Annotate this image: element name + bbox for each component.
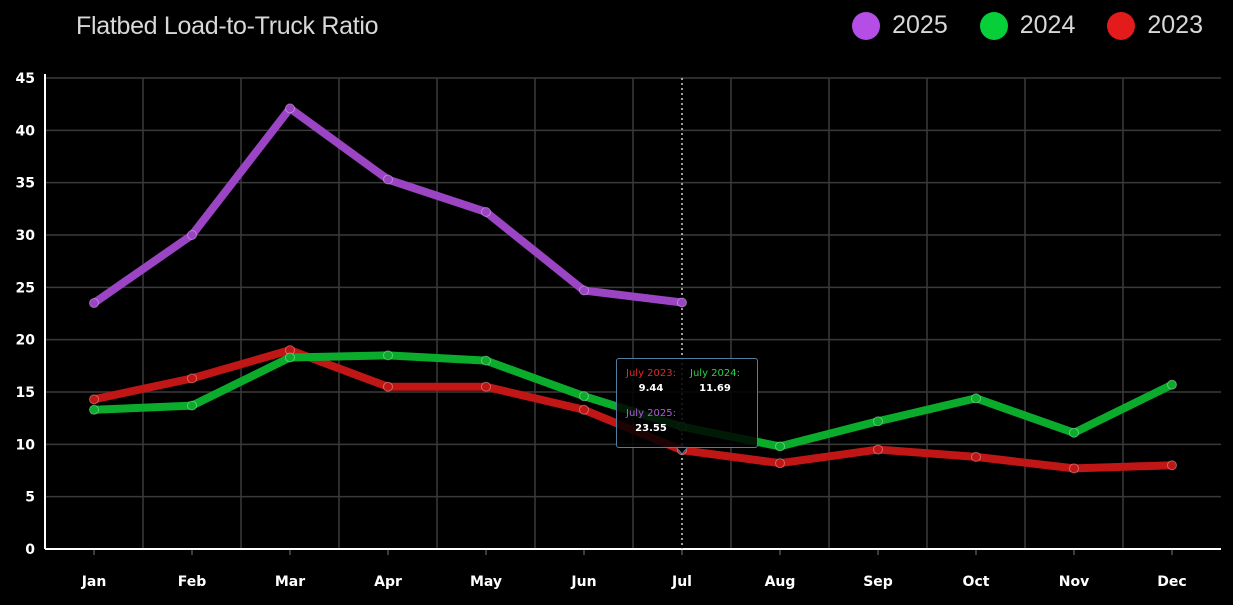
x-tick-label-apr: Apr (374, 574, 402, 590)
legend-label-2024: 2024 (1019, 11, 1076, 39)
tooltip-label-2023: July 2023: (626, 368, 676, 379)
data-point-2025-mar[interactable] (285, 103, 295, 114)
legend: 2025 2024 2023 (852, 11, 1203, 40)
x-tick-label-sep: Sep (863, 574, 893, 590)
data-point-2025-jul[interactable] (677, 297, 687, 308)
x-tick-label-feb: Feb (178, 574, 207, 590)
legend-marker-2025 (852, 11, 881, 40)
data-point-2023-sep[interactable] (873, 444, 883, 455)
tooltip: July 2023: 9.44 July 2024: 11.69 July 20… (616, 358, 758, 448)
data-point-2025-jan[interactable] (89, 298, 99, 309)
data-point-2024-dec[interactable] (1167, 379, 1177, 390)
x-tick-label-oct: Oct (963, 574, 990, 590)
tooltip-value-2024: 11.69 (699, 383, 731, 394)
data-point-2024-jan[interactable] (89, 404, 99, 415)
tooltip-entry-2023: July 2023: 9.44 (620, 368, 682, 394)
data-point-2023-may[interactable] (481, 381, 491, 392)
y-tick-label-25: 25 (16, 280, 35, 296)
tooltip-label-2024: July 2024: (690, 368, 740, 379)
data-point-2024-apr[interactable] (383, 350, 393, 361)
data-point-2023-jan[interactable] (89, 394, 99, 405)
y-tick-label-30: 30 (16, 228, 36, 244)
data-point-2023-dec[interactable] (1167, 460, 1177, 471)
y-tick-label-10: 10 (16, 437, 36, 453)
data-point-2024-sep[interactable] (873, 416, 883, 427)
x-tick-label-jun: Jun (570, 574, 596, 590)
legend-item-2025[interactable]: 2025 (852, 11, 948, 40)
legend-marker-2024 (979, 11, 1008, 40)
x-tick-label-aug: Aug (765, 574, 796, 590)
x-tick-label-dec: Dec (1157, 574, 1186, 590)
x-tick-label-jul: Jul (671, 574, 692, 590)
tooltip-entry-2025: July 2025: 23.55 (620, 408, 682, 434)
y-tick-label-20: 20 (16, 333, 36, 349)
data-point-2024-may[interactable] (481, 355, 491, 366)
data-point-2023-feb[interactable] (187, 373, 197, 384)
tooltip-label-2025: July 2025: (626, 408, 676, 419)
data-point-2025-jun[interactable] (579, 285, 589, 296)
data-point-2023-aug[interactable] (775, 458, 785, 469)
data-point-2024-nov[interactable] (1069, 427, 1079, 438)
x-tick-label-may: May (470, 574, 502, 590)
data-point-2025-may[interactable] (481, 206, 491, 217)
data-point-2023-apr[interactable] (383, 381, 393, 392)
legend-marker-2023 (1107, 11, 1136, 40)
data-point-2025-apr[interactable] (383, 174, 393, 185)
data-point-2024-feb[interactable] (187, 400, 197, 411)
data-point-2023-nov[interactable] (1069, 463, 1079, 474)
y-tick-label-40: 40 (16, 123, 36, 139)
data-point-2023-oct[interactable] (971, 451, 981, 462)
y-tick-label-0: 0 (25, 542, 35, 558)
tooltip-value-2023: 9.44 (638, 383, 664, 394)
data-point-2024-jun[interactable] (579, 391, 589, 402)
data-point-2023-jun[interactable] (579, 404, 589, 415)
legend-item-2023[interactable]: 2023 (1107, 11, 1203, 40)
legend-label-2025: 2025 (892, 11, 948, 39)
data-point-2025-feb[interactable] (187, 230, 197, 240)
y-tick-label-15: 15 (16, 385, 35, 401)
x-tick-label-jan: Jan (81, 574, 107, 590)
tooltip-value-2025: 23.55 (635, 423, 667, 434)
legend-item-2024[interactable]: 2024 (979, 11, 1076, 40)
x-tick-label-nov: Nov (1059, 574, 1089, 590)
y-tick-label-5: 5 (25, 490, 35, 506)
data-point-2024-oct[interactable] (971, 393, 981, 404)
legend-label-2023: 2023 (1147, 11, 1203, 39)
data-point-2024-mar[interactable] (285, 352, 295, 363)
series-line-2025[interactable] (90, 104, 686, 308)
chart-title: Flatbed Load-to-Truck Ratio (76, 12, 379, 40)
y-tick-label-35: 35 (16, 176, 35, 192)
y-tick-label-45: 45 (16, 71, 35, 87)
data-point-2024-aug[interactable] (775, 441, 785, 452)
x-tick-label-mar: Mar (275, 574, 305, 590)
tooltip-entry-2024: July 2024: 11.69 (684, 368, 746, 394)
